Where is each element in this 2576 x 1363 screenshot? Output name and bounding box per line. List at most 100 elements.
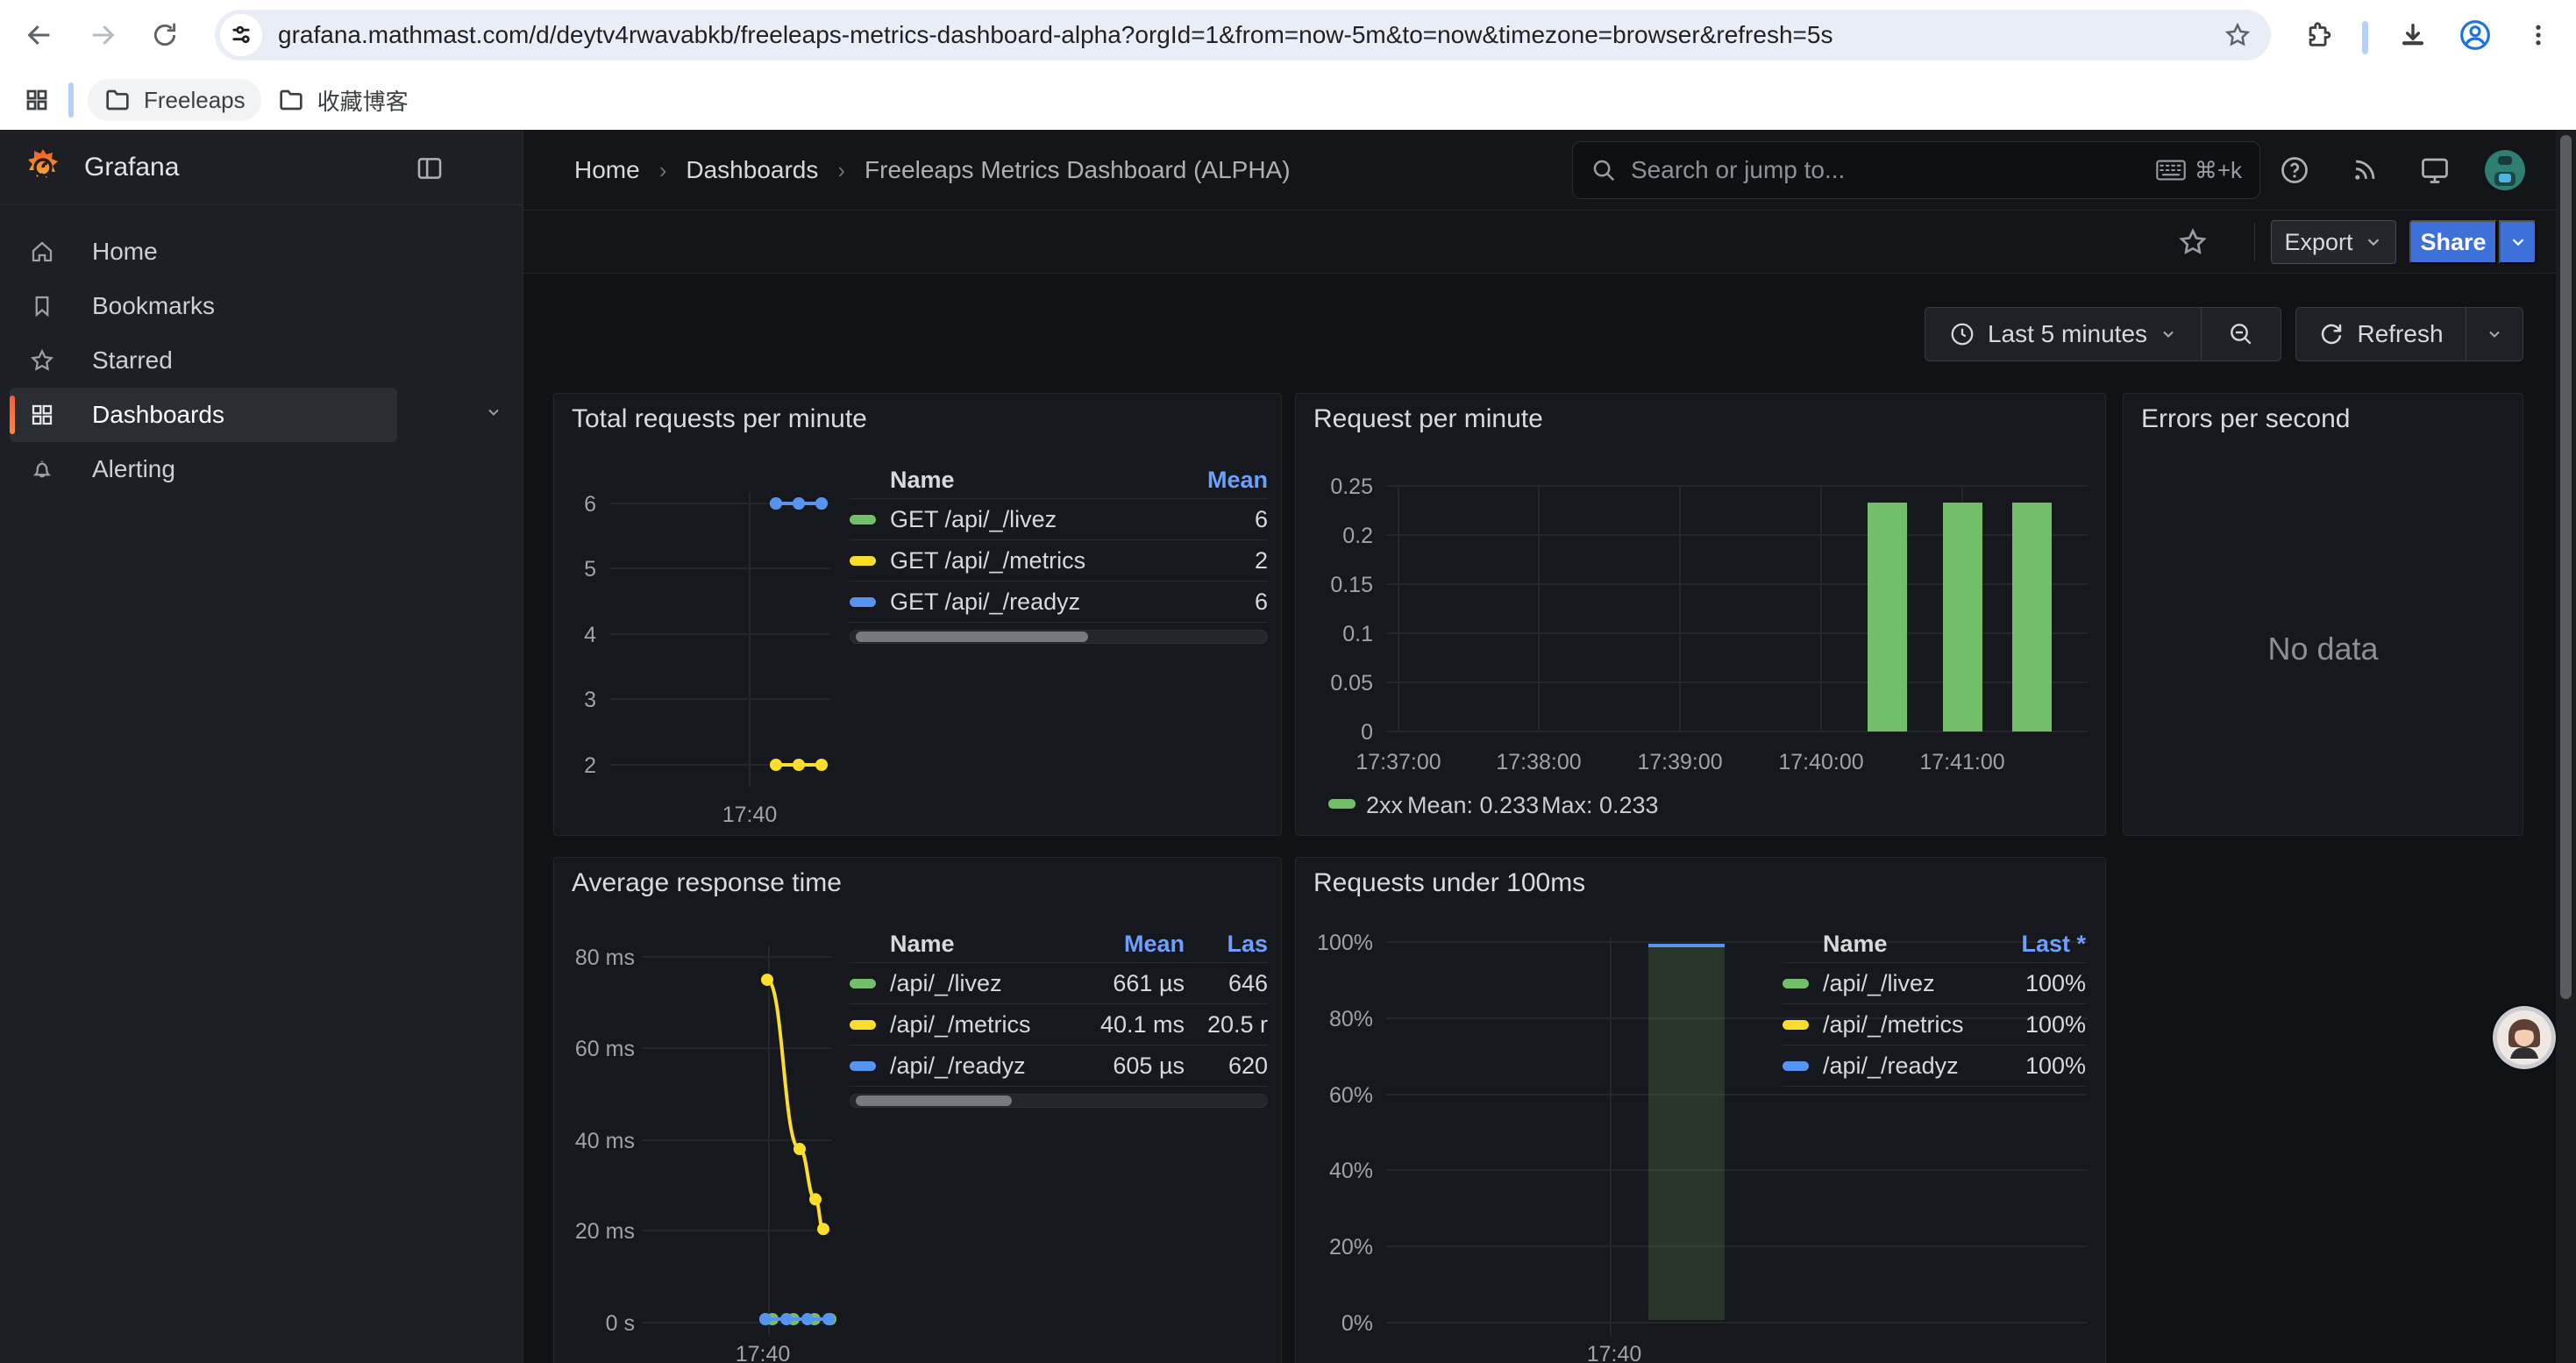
refresh-icon xyxy=(2322,324,2342,345)
breadcrumb-item[interactable]: Dashboards xyxy=(686,156,819,183)
sidebar-item-home[interactable]: Home xyxy=(10,225,513,279)
rss-icon[interactable] xyxy=(2344,149,2386,191)
share-menu-button[interactable] xyxy=(2499,220,2537,264)
zoom-out-button[interactable] xyxy=(2202,308,2281,360)
sidebar-item-alerting[interactable]: Alerting xyxy=(10,442,615,496)
tune-icon[interactable] xyxy=(220,14,262,56)
clock-icon xyxy=(1951,323,1974,346)
url-bar[interactable]: grafana.mathmast.com/d/deytv4rwavabkb/fr… xyxy=(215,10,2271,61)
search-input[interactable]: Search or jump to... ⌘+k xyxy=(1572,141,2260,199)
series-name[interactable]: /api/_/livez xyxy=(890,969,1002,996)
legend-col-name[interactable]: Name xyxy=(890,931,955,957)
favorite-star-icon[interactable] xyxy=(2172,221,2214,263)
series-color-swatch xyxy=(850,1019,876,1030)
series-name[interactable]: /api/_/metrics xyxy=(890,1010,1031,1038)
legend-row[interactable]: /api/_/readyz 605 µs 620 xyxy=(850,1045,1268,1087)
legend-row[interactable]: /api/_/readyz 100% xyxy=(1783,1045,2086,1087)
legend-scrollbar-thumb[interactable] xyxy=(856,1095,1012,1106)
dashboard-toolbar: Export Share xyxy=(523,211,2576,274)
bell-icon xyxy=(29,456,59,482)
browser-toolbar: grafana.mathmast.com/d/deytv4rwavabkb/fr… xyxy=(0,0,2576,70)
legend-col-name[interactable]: Name xyxy=(1823,931,1888,957)
legend-row[interactable]: GET /api/_/metrics 2 xyxy=(850,540,1268,582)
sidebar-item-label: Dashboards xyxy=(92,401,224,428)
series-name[interactable]: /api/_/readyz xyxy=(1823,1052,1959,1079)
legend-row[interactable]: /api/_/livez 100% xyxy=(1783,963,2086,1004)
legend-row[interactable]: /api/_/metrics 100% xyxy=(1783,1004,2086,1045)
download-icon[interactable] xyxy=(2390,12,2436,58)
series-name[interactable]: GET /api/_/metrics xyxy=(890,546,1086,574)
back-icon[interactable] xyxy=(17,12,62,58)
legend-header-row: Name Mean xyxy=(850,462,1268,499)
share-button[interactable]: Share xyxy=(2409,220,2497,264)
user-avatar[interactable] xyxy=(2484,149,2526,191)
svg-text:17:40:00: 17:40:00 xyxy=(1778,750,1863,774)
extensions-icon[interactable] xyxy=(2296,12,2342,58)
panel-errors-per-second[interactable]: Errors per second No data xyxy=(2123,393,2523,836)
svg-text:40 ms: 40 ms xyxy=(575,1129,635,1153)
svg-text:80%: 80% xyxy=(1329,1007,1373,1031)
scrollbar-thumb[interactable] xyxy=(2560,135,2572,999)
page-scrollbar[interactable] xyxy=(2556,130,2576,1363)
legend-scrollbar-thumb[interactable] xyxy=(856,632,1088,642)
bookmark-folder-blogs[interactable]: 收藏博客 xyxy=(261,79,424,121)
forward-icon[interactable] xyxy=(80,12,125,58)
legend-table[interactable]: Name Mean GET /api/_/livez 6 GET /api/_/metr… xyxy=(850,462,1268,644)
legend-row[interactable]: GET /api/_/livez 6 xyxy=(850,499,1268,540)
home-icon xyxy=(29,239,59,265)
menu-kebab-icon[interactable] xyxy=(2516,12,2561,58)
legend-row[interactable]: /api/_/metrics 40.1 ms 20.5 r xyxy=(850,1004,1268,1045)
url-text[interactable]: grafana.mathmast.com/d/deytv4rwavabkb/fr… xyxy=(278,21,1833,48)
time-range-picker[interactable]: Last 5 minutes xyxy=(1925,308,2201,360)
series-name[interactable]: /api/_/metrics xyxy=(1823,1010,1964,1038)
chevron-down-icon[interactable] xyxy=(485,403,502,425)
legend-table[interactable]: Name Last */api/_/livez 100%/api/_/metrics… xyxy=(1783,926,2086,1087)
legend-scrollbar[interactable] xyxy=(850,630,1268,644)
refresh-interval-button[interactable] xyxy=(2466,308,2523,360)
monitor-icon[interactable] xyxy=(2414,149,2456,191)
assistant-avatar[interactable] xyxy=(2493,1006,2556,1069)
series-name[interactable]: /api/_/livez xyxy=(1823,969,1935,996)
legend-col-last[interactable]: Last * xyxy=(2021,931,2086,957)
series-color-swatch xyxy=(850,555,876,566)
bookmark-star-icon[interactable] xyxy=(2215,12,2260,58)
series-name[interactable]: /api/_/readyz xyxy=(890,1052,1026,1079)
apps-grid-icon[interactable] xyxy=(14,77,60,123)
legend-col-mean[interactable]: Mean xyxy=(1206,467,1268,493)
refresh-button[interactable]: Refresh xyxy=(2296,308,2466,360)
legend-table[interactable]: Name Mean Las/api/_/livez 661 µs 646/api/_/m… xyxy=(850,926,1268,1108)
sidebar-item-bookmarks[interactable]: Bookmarks xyxy=(10,279,615,333)
sidebar-item-starred[interactable]: Starred xyxy=(10,333,615,388)
panel-request-per-minute[interactable]: Request per minute 0.25 0.2 0.15 0.1 0.05 0 17… xyxy=(1295,393,2106,836)
series-name[interactable]: GET /api/_/readyz xyxy=(890,588,1081,615)
legend-row[interactable]: /api/_/livez 661 µs 646 xyxy=(850,963,1268,1004)
breadcrumb-item[interactable]: Home xyxy=(574,156,640,183)
bookmark-folder-freeleaps[interactable]: Freeleaps xyxy=(88,79,261,121)
series-value: 100% xyxy=(2025,1052,2086,1079)
series-value: 2 xyxy=(1254,546,1268,574)
legend-row[interactable]: GET /api/_/readyz 6 xyxy=(850,582,1268,623)
legend-col-las[interactable]: Las xyxy=(1227,931,1268,957)
svg-text:60 ms: 60 ms xyxy=(575,1037,635,1061)
panel-requests-under-100ms[interactable]: Requests under 100ms 100% 80% 60% 40% 20% 0% 1… xyxy=(1295,857,2106,1363)
zoom-out-icon xyxy=(2231,324,2252,345)
export-button[interactable]: Export xyxy=(2271,220,2396,264)
svg-text:60%: 60% xyxy=(1329,1083,1373,1108)
panel-avg-response-time[interactable]: Average response time 80 ms 60 ms 40 ms 20 … xyxy=(553,857,1282,1363)
sidebar-item-dashboards[interactable]: Dashboards xyxy=(10,388,499,442)
grafana-logo-icon[interactable] xyxy=(25,147,61,188)
breadcrumb-item[interactable]: Freeleaps Metrics Dashboard (ALPHA) xyxy=(865,156,1291,183)
dock-menu-icon[interactable] xyxy=(412,151,447,186)
series-value: 40.1 ms xyxy=(1099,1010,1185,1038)
svg-text:20%: 20% xyxy=(1329,1235,1373,1260)
series-name[interactable]: GET /api/_/livez xyxy=(890,505,1057,532)
sidebar-header: Grafana xyxy=(0,130,523,205)
reload-icon[interactable] xyxy=(142,12,188,58)
legend-col-name[interactable]: Name xyxy=(890,467,955,493)
profile-icon[interactable] xyxy=(2452,12,2498,58)
series-color-swatch xyxy=(1783,1060,1809,1071)
help-icon[interactable] xyxy=(2274,149,2316,191)
panel-total-requests[interactable]: Total requests per minute 6 5 4 3 2 17:40 Nam… xyxy=(553,393,1282,836)
legend-col-mean[interactable]: Mean xyxy=(1123,931,1185,957)
legend-scrollbar[interactable] xyxy=(850,1094,1268,1108)
